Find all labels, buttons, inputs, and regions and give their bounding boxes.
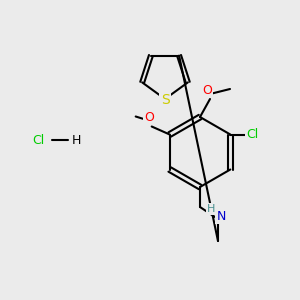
Text: H: H — [207, 204, 215, 214]
Text: O: O — [202, 83, 212, 97]
Text: H: H — [71, 134, 81, 146]
Text: S: S — [160, 93, 169, 107]
Text: N: N — [216, 209, 226, 223]
Text: Cl: Cl — [32, 134, 44, 146]
Text: O: O — [144, 111, 154, 124]
Text: Cl: Cl — [246, 128, 258, 141]
